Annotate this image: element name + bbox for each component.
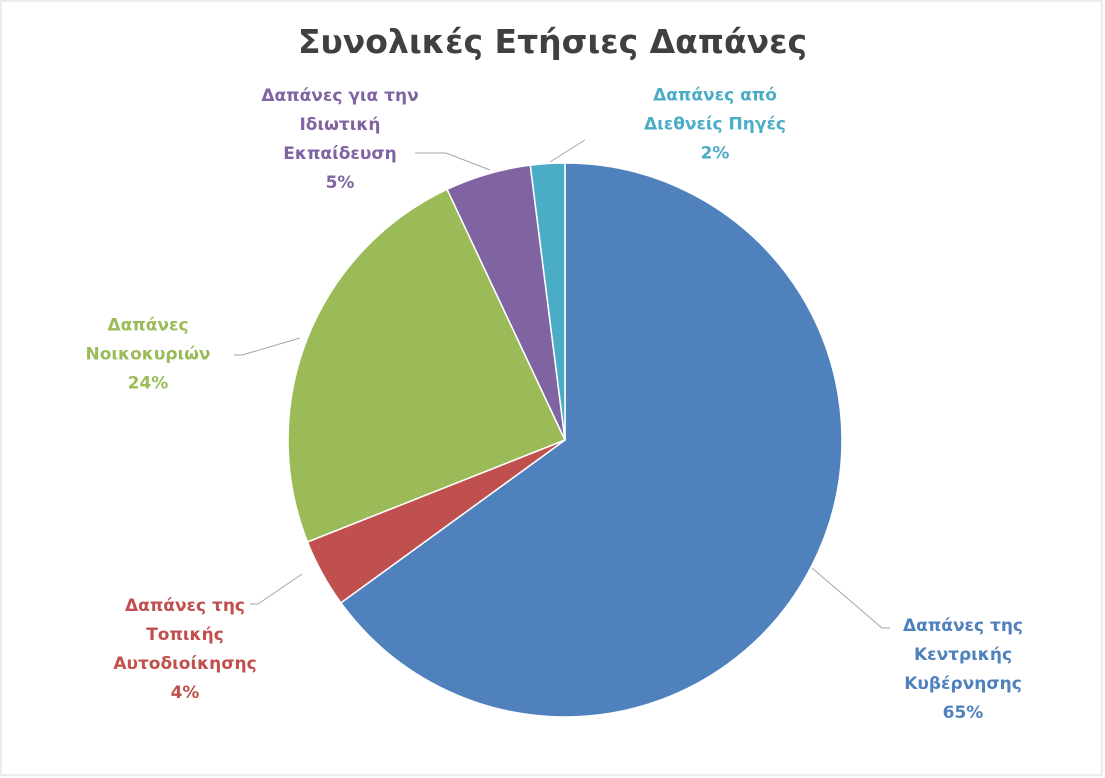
value-label: 65%	[942, 703, 984, 723]
value-label: 2%	[700, 143, 730, 164]
category-label: Δαπάνες Νοικοκυριών	[85, 315, 211, 365]
pie-slice	[287, 188, 567, 543]
leader-line	[549, 139, 586, 163]
category-label: Δαπάνες της Τοπικής Αυτοδιοίκησης	[113, 596, 257, 674]
leader-line	[250, 573, 303, 605]
category-label: Δαπάνες για την Ιδιωτική Εκπαίδευση	[261, 86, 419, 164]
value-label: 4%	[170, 683, 200, 703]
data-label: Δαπάνες για την Ιδιωτική Εκπαίδευση 5%	[255, 82, 425, 198]
leader-line	[811, 567, 890, 629]
leader-line	[234, 337, 301, 356]
data-label: Δαπάνες της Τοπικής Αυτοδιοίκησης 4%	[100, 592, 270, 708]
leader-line	[415, 152, 491, 171]
pie-slice	[339, 162, 843, 718]
chart-title: Συνολικές Ετήσιες Δαπάνες	[297, 22, 808, 61]
category-label: Δαπάνες της Κεντρικής Κυβέρνησης	[902, 616, 1024, 694]
category-label: Δαπάνες από Διεθνείς Πηγές	[643, 85, 787, 135]
value-label: 24%	[127, 373, 169, 394]
data-label: Δαπάνες Νοικοκυριών 24%	[73, 312, 223, 399]
data-label: Δαπάνες της Κεντρικής Κυβέρνησης 65%	[883, 612, 1043, 728]
pie-slice	[529, 162, 566, 441]
value-label: 5%	[325, 173, 355, 193]
data-label: Δαπάνες από Διεθνείς Πηγές 2%	[640, 82, 790, 169]
